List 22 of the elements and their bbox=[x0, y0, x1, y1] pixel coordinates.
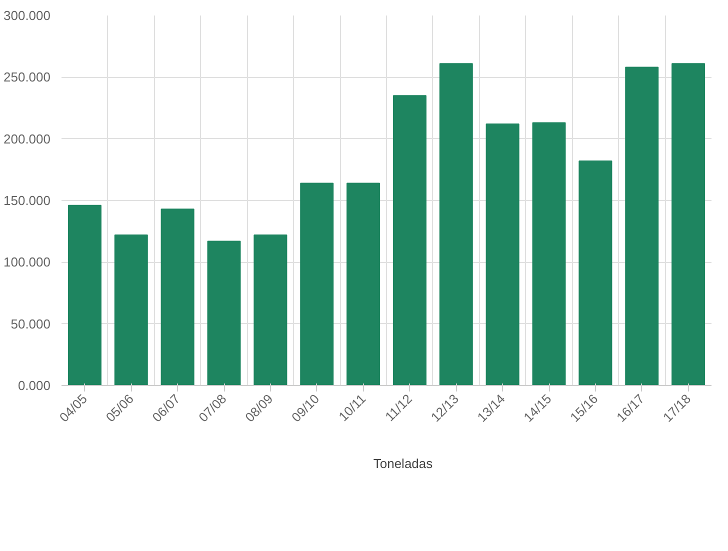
bar bbox=[578, 160, 612, 386]
text: Toneladas bbox=[373, 456, 433, 470]
y-tick-label: 200.000 bbox=[4, 131, 51, 146]
bar bbox=[532, 122, 566, 386]
bar bbox=[207, 240, 241, 386]
y-tick-label: 50.000 bbox=[10, 316, 51, 332]
bar bbox=[672, 63, 706, 386]
y-tick-label: 100.000 bbox=[4, 254, 51, 270]
bar bbox=[439, 63, 473, 386]
bar bbox=[114, 234, 148, 386]
y-tick-label: 250.000 bbox=[4, 70, 51, 85]
bar bbox=[68, 204, 102, 386]
bar bbox=[346, 182, 380, 386]
bar bbox=[160, 208, 194, 386]
bar bbox=[300, 182, 334, 386]
y-tick-label: 0.000 bbox=[18, 378, 51, 393]
y-tick-label: 150.000 bbox=[4, 193, 51, 208]
bar bbox=[625, 66, 659, 386]
y-tick-label: 300.000 bbox=[4, 8, 51, 23]
bar bbox=[486, 124, 520, 386]
bar bbox=[254, 234, 288, 386]
bar bbox=[392, 95, 426, 386]
